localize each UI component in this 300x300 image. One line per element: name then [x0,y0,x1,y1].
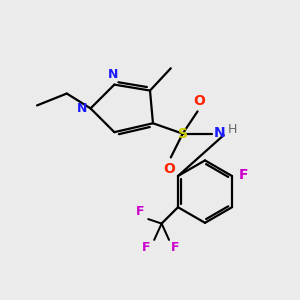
Text: S: S [178,127,188,141]
Text: O: O [193,94,205,108]
Text: H: H [228,123,237,136]
Text: N: N [214,126,226,140]
Text: F: F [142,242,151,254]
Text: F: F [170,242,179,254]
Text: N: N [76,102,87,115]
Text: N: N [108,68,118,81]
Text: O: O [164,162,175,176]
Text: F: F [136,205,145,218]
Text: F: F [238,167,248,182]
